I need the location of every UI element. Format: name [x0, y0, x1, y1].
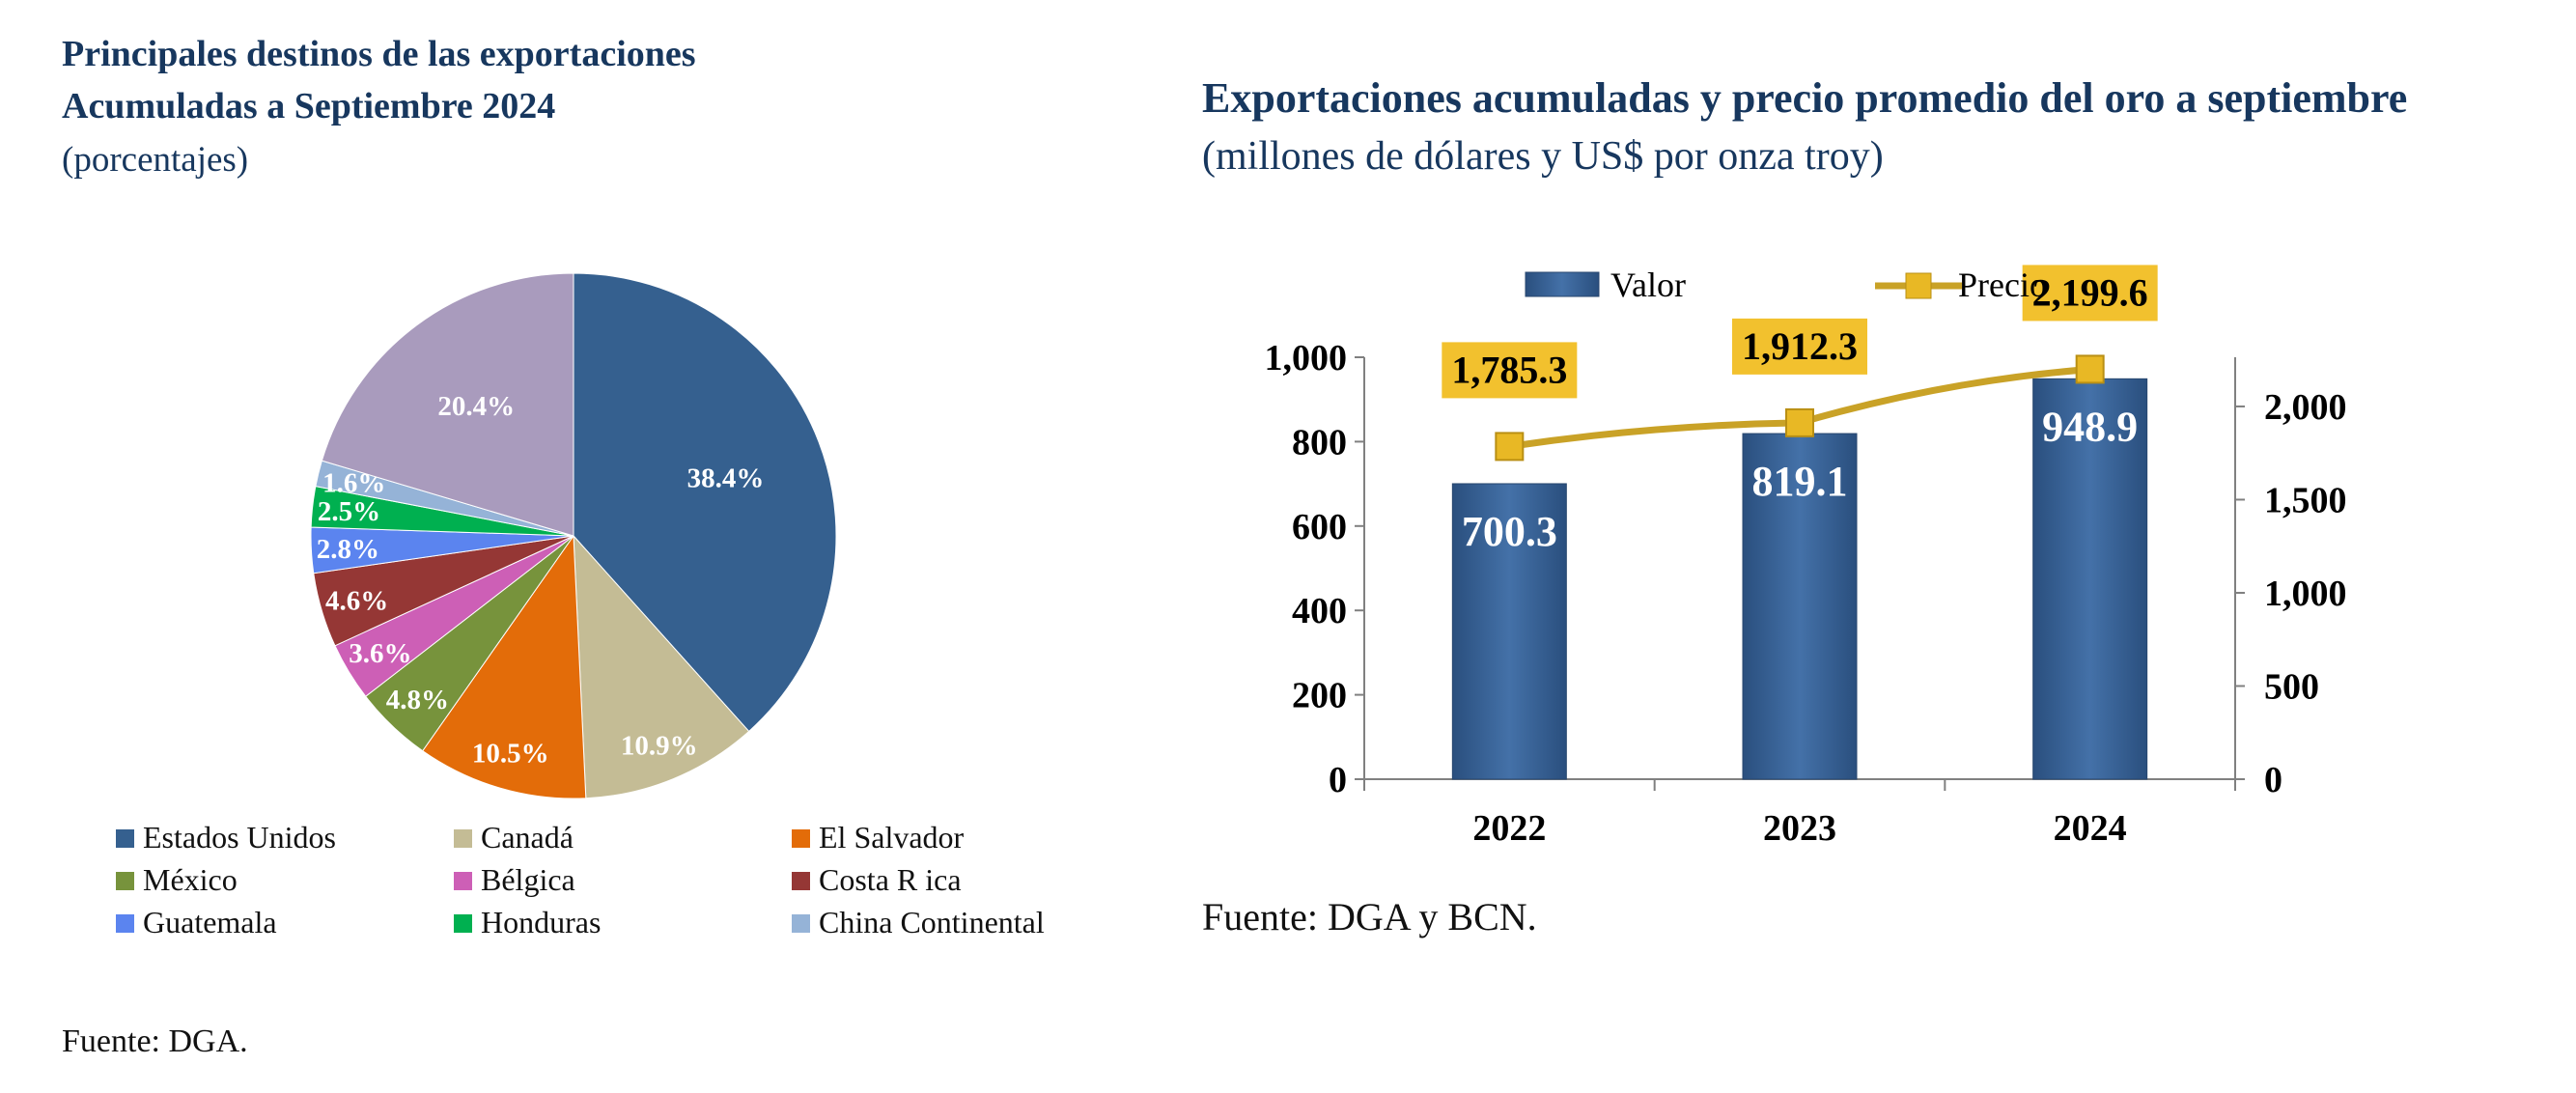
- pie-slice-value-label-3: 4.8%: [386, 685, 449, 715]
- legend-swatch-7: [454, 914, 472, 933]
- precio-marker-0: [1495, 432, 1525, 462]
- legend-swatch-5: [792, 872, 810, 890]
- bar-line-chart: 0 200 400 600 800 1,000 0 500 1,000 1,500 2,000 202…: [1265, 265, 2347, 849]
- pie-slice-value-label-1: 10.9%: [621, 730, 698, 761]
- legend-label-precio: Precio: [1958, 266, 2047, 304]
- left-y-tick-label-5: 1,000: [1265, 338, 1348, 378]
- legend-label-1: Canadá: [481, 820, 574, 855]
- bar-valor-2024: [2032, 378, 2148, 780]
- bar-chart-subtitle: (millones de dólares y US$ por onza troy…: [1202, 134, 1884, 179]
- left-y-tick-label-2: 400: [1292, 591, 1347, 631]
- pie-chart-title-line2: Acumuladas a Septiembre 2024: [62, 86, 556, 126]
- pie-slice-9: [321, 272, 574, 537]
- legend-swatch-3: [116, 872, 134, 890]
- legend-label-4: Bélgica: [481, 862, 575, 897]
- legend-swatch-6: [116, 914, 134, 933]
- precio-marker-2: [2075, 354, 2105, 384]
- pie-slice-0: [573, 272, 837, 733]
- legend-swatch-8: [792, 914, 810, 933]
- pie-slice-value-label-4: 3.6%: [349, 638, 411, 669]
- bar-chart-source: Fuente: DGA y BCN.: [1202, 895, 1537, 939]
- pie-chart-panel: Principales destinos de las exportacione…: [0, 0, 1159, 1093]
- bar-line-chart-panel: Exportaciones acumuladas y precio promed…: [1159, 0, 2576, 1093]
- x-category-label-1: 2023: [1763, 808, 1836, 849]
- legend-label-8: China Continental: [819, 905, 1045, 939]
- legend-swatch-valor: [1525, 271, 1600, 297]
- right-y-tick-label-3: 1,500: [2264, 480, 2347, 520]
- legend-label-7: Honduras: [481, 905, 601, 939]
- legend-label-5: Costa R ica: [819, 862, 962, 897]
- precio-label-box-2: [2022, 265, 2158, 322]
- pie-chart-source: Fuente: DGA.: [62, 1023, 248, 1059]
- bar-value-label-1: 819.1: [1752, 458, 1848, 505]
- pie-slice-value-label-5: 4.6%: [325, 585, 388, 616]
- pie-slice-value-label-0: 38.4%: [687, 463, 765, 494]
- bar-valor-2023: [1742, 433, 1858, 780]
- left-y-tick-label-0: 0: [1329, 760, 1347, 800]
- precio-label-box-1: [1732, 318, 1867, 375]
- legend-swatch-2: [792, 829, 810, 848]
- pie-slice-2: [422, 534, 587, 799]
- legend-swatch-1: [454, 829, 472, 848]
- right-y-tick-label-4: 2,000: [2264, 387, 2347, 428]
- bar-valor-2022: [1451, 483, 1567, 780]
- bar-chart-title: Exportaciones acumuladas y precio promed…: [1202, 74, 2408, 122]
- legend-label-3: México: [143, 862, 238, 897]
- precio-marker-1: [1785, 407, 1814, 437]
- pie-chart: 38.4%10.9%10.5%4.8%3.6%4.6%2.8%2.5%1.6%2…: [116, 272, 1045, 939]
- pie-slice-1: [573, 534, 750, 799]
- precio-value-label-1: 1,912.3: [1742, 324, 1858, 368]
- legend-label-0: Estados Unidos: [143, 820, 336, 855]
- x-category-label-0: 2022: [1472, 808, 1546, 849]
- x-category-label-2: 2024: [2054, 808, 2127, 849]
- legend-swatch-4: [454, 872, 472, 890]
- bar-value-label-2: 948.9: [2042, 403, 2138, 450]
- legend-swatch-0: [116, 829, 134, 848]
- precio-value-label-2: 2,199.6: [2032, 270, 2148, 314]
- pie-chart-subtitle: (porcentajes): [62, 140, 249, 180]
- pie-slice-value-label-6: 2.8%: [317, 534, 379, 565]
- pie-chart-title: Principales destinos de las exportacione…: [62, 34, 696, 74]
- legend-label-2: El Salvador: [819, 820, 965, 855]
- precio-label-box-0: [1442, 342, 1578, 399]
- right-y-tick-label-0: 0: [2264, 760, 2282, 800]
- left-y-tick-label-1: 200: [1292, 676, 1347, 716]
- bar-value-label-0: 700.3: [1462, 508, 1557, 555]
- left-y-tick-label-3: 600: [1292, 507, 1347, 547]
- legend-label-6: Guatemala: [143, 905, 277, 939]
- pie-slice-value-label-2: 10.5%: [472, 739, 549, 770]
- right-y-tick-label-1: 500: [2264, 666, 2319, 707]
- pie-slice-value-label-9: 20.4%: [437, 391, 515, 422]
- right-y-tick-label-2: 1,000: [2264, 574, 2347, 614]
- pie-slice-value-label-7: 2.5%: [318, 496, 380, 527]
- legend-marker-precio: [1905, 272, 1932, 299]
- legend-label-valor: Valor: [1610, 266, 1686, 304]
- left-y-tick-label-4: 800: [1292, 422, 1347, 462]
- precio-value-label-0: 1,785.3: [1451, 348, 1567, 391]
